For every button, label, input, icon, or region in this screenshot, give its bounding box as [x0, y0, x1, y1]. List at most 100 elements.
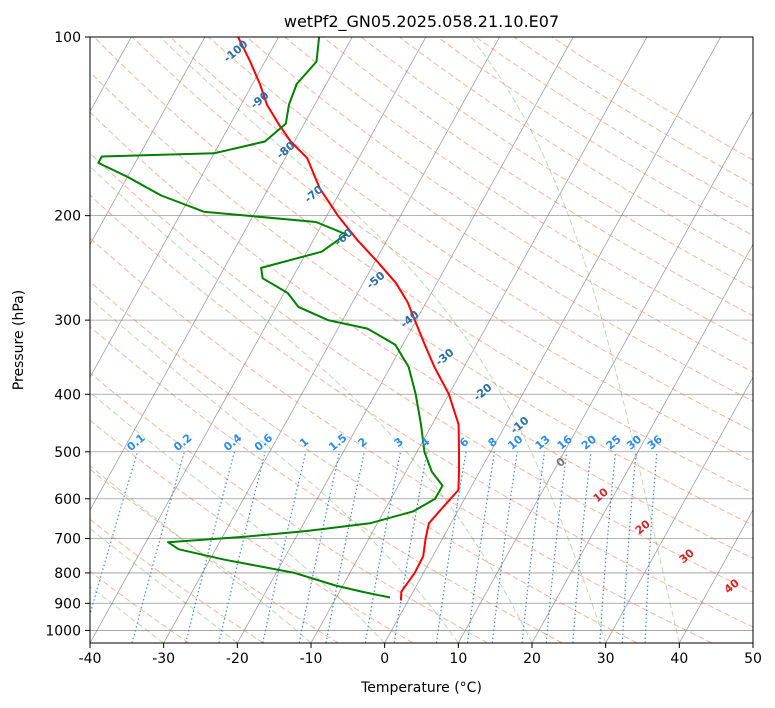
dry-adiabat-line: [551, 37, 753, 161]
isotherm-line: [90, 37, 353, 511]
isotherm-line: [605, 376, 753, 643]
dewpoint-profile: [97, 37, 444, 599]
mixing-ratio-line: [325, 451, 365, 643]
mixing-ratio-label: 25: [604, 433, 624, 453]
dry-adiabat-line: [131, 37, 753, 463]
mixing-ratio-label: 0.2: [171, 431, 194, 453]
dry-adiabat-label: -50: [364, 269, 388, 292]
moist-adiabat-line: [159, 37, 607, 643]
x-tick-label: 50: [744, 651, 762, 667]
y-tick-label: 900: [54, 596, 81, 612]
y-tick-label: 500: [54, 445, 81, 461]
mixing-ratio-line: [545, 451, 568, 643]
x-tick-label: -10: [300, 651, 323, 667]
mixing-ratio-line: [599, 451, 617, 643]
dry-adiabat-label: -10: [508, 414, 532, 437]
isotherm-line: [90, 37, 279, 379]
mixing-ratio-label: 16: [555, 432, 575, 452]
chart-title: wetPf2_GN05.2025.058.21.10.E07: [284, 12, 559, 32]
mixing-ratio-line: [298, 451, 341, 643]
dry-adiabat-line: [90, 468, 339, 643]
mixing-ratio-line: [131, 451, 185, 643]
mixing-ratio-line: [521, 451, 546, 643]
dry-adiabat-line: [170, 37, 753, 432]
x-tick-label: -20: [226, 651, 249, 667]
dry-adiabat-line: [90, 152, 753, 593]
isotherm-line: [163, 37, 500, 643]
x-axis-label: Temperature (°C): [360, 680, 482, 696]
profile-curves: [97, 37, 460, 601]
mixing-ratio-label: 36: [645, 432, 665, 452]
mixing-ratio-line: [572, 451, 592, 643]
y-tick-label: 700: [54, 532, 81, 548]
mixing-ratio-line: [90, 451, 139, 617]
isotherm-line: [678, 509, 753, 643]
mixing-ratio-line: [491, 451, 518, 643]
mixing-ratio-label: 20: [579, 432, 599, 452]
dry-adiabat-line: [90, 237, 712, 643]
x-tick-label: 10: [449, 651, 467, 667]
y-tick-label: 400: [54, 387, 81, 403]
mixing-ratio-label: 0.6: [252, 431, 276, 454]
mixing-ratio-label: 3: [392, 435, 406, 450]
isotherm-line: [90, 37, 206, 246]
x-tick-label: -30: [152, 651, 175, 667]
dry-adiabat-line: [399, 37, 753, 263]
isotherm-line: [752, 642, 753, 643]
dry-adiabat-label: -20: [471, 381, 495, 404]
mixing-ratio-label: 13: [533, 433, 553, 453]
moist-adiabat-line: [470, 37, 680, 643]
isotherm-line: [90, 37, 427, 643]
y-tick-label: 1000: [45, 623, 81, 639]
x-tick-label: 40: [670, 651, 688, 667]
temperature-profile: [237, 37, 460, 601]
dry-adiabat-line: [360, 37, 753, 289]
plot-frame: [89, 36, 754, 644]
x-tick-label: -40: [79, 651, 102, 667]
mixing-ratio-line: [621, 451, 637, 643]
mixing-ratio-line: [466, 451, 496, 643]
dry-adiabat-line: [90, 111, 753, 559]
mixing-ratio-line: [218, 451, 266, 643]
moist-adiabat-line: [90, 391, 386, 643]
y-tick-label: 200: [54, 209, 81, 225]
x-tick-label: 20: [523, 651, 541, 667]
mixing-ratio-label: 1: [297, 435, 311, 450]
dry-adiabat-line: [90, 419, 414, 643]
y-axis-label: Pressure (hPa): [11, 290, 27, 390]
y-tick-label: 800: [54, 566, 81, 582]
isotherm-line: [531, 243, 753, 643]
dry-adiabat-line: [90, 194, 753, 628]
dry-adiabat-line: [208, 37, 753, 402]
dry-adiabat-line: [246, 37, 753, 373]
dry-adiabat-label: -30: [433, 346, 457, 369]
x-tick-label: 30: [597, 651, 615, 667]
dry-adiabat-line: [90, 372, 488, 643]
wet-bulb-label: 10: [591, 485, 611, 505]
isotherm-line: [384, 37, 721, 643]
isotherm-line: [457, 110, 753, 643]
dry-adiabat-line: [93, 37, 753, 494]
moist-adiabat-line: [90, 297, 459, 643]
dry-adiabat-line: [90, 326, 563, 643]
mixing-ratio-label: 8: [486, 435, 500, 450]
dry-adiabat-line: [90, 518, 264, 643]
dry-adiabat-line: [90, 71, 753, 526]
mixing-ratio-label: 10: [505, 432, 525, 452]
moist-adiabat-line: [90, 465, 312, 643]
moist-adiabat-line: [90, 527, 238, 643]
dry-adiabat-line: [284, 37, 753, 345]
y-tick-label: 600: [54, 492, 81, 508]
dry-adiabat-line: [90, 570, 190, 643]
mixing-ratio-label: 2: [356, 435, 370, 450]
moist-adiabat-line: [90, 165, 533, 643]
axis-ticks: -40 -30 -20 -10 0 10 20 30 40 50 100 200 300 400 500 60…: [45, 30, 762, 667]
isotherm-line: [0, 37, 58, 643]
dry-adiabat-line: [90, 281, 638, 643]
mixing-ratio-label: 0.4: [221, 431, 245, 454]
x-tick-label: 0: [380, 651, 389, 667]
y-tick-label: 300: [54, 313, 81, 329]
mixing-ratio-label: 4: [418, 435, 432, 450]
